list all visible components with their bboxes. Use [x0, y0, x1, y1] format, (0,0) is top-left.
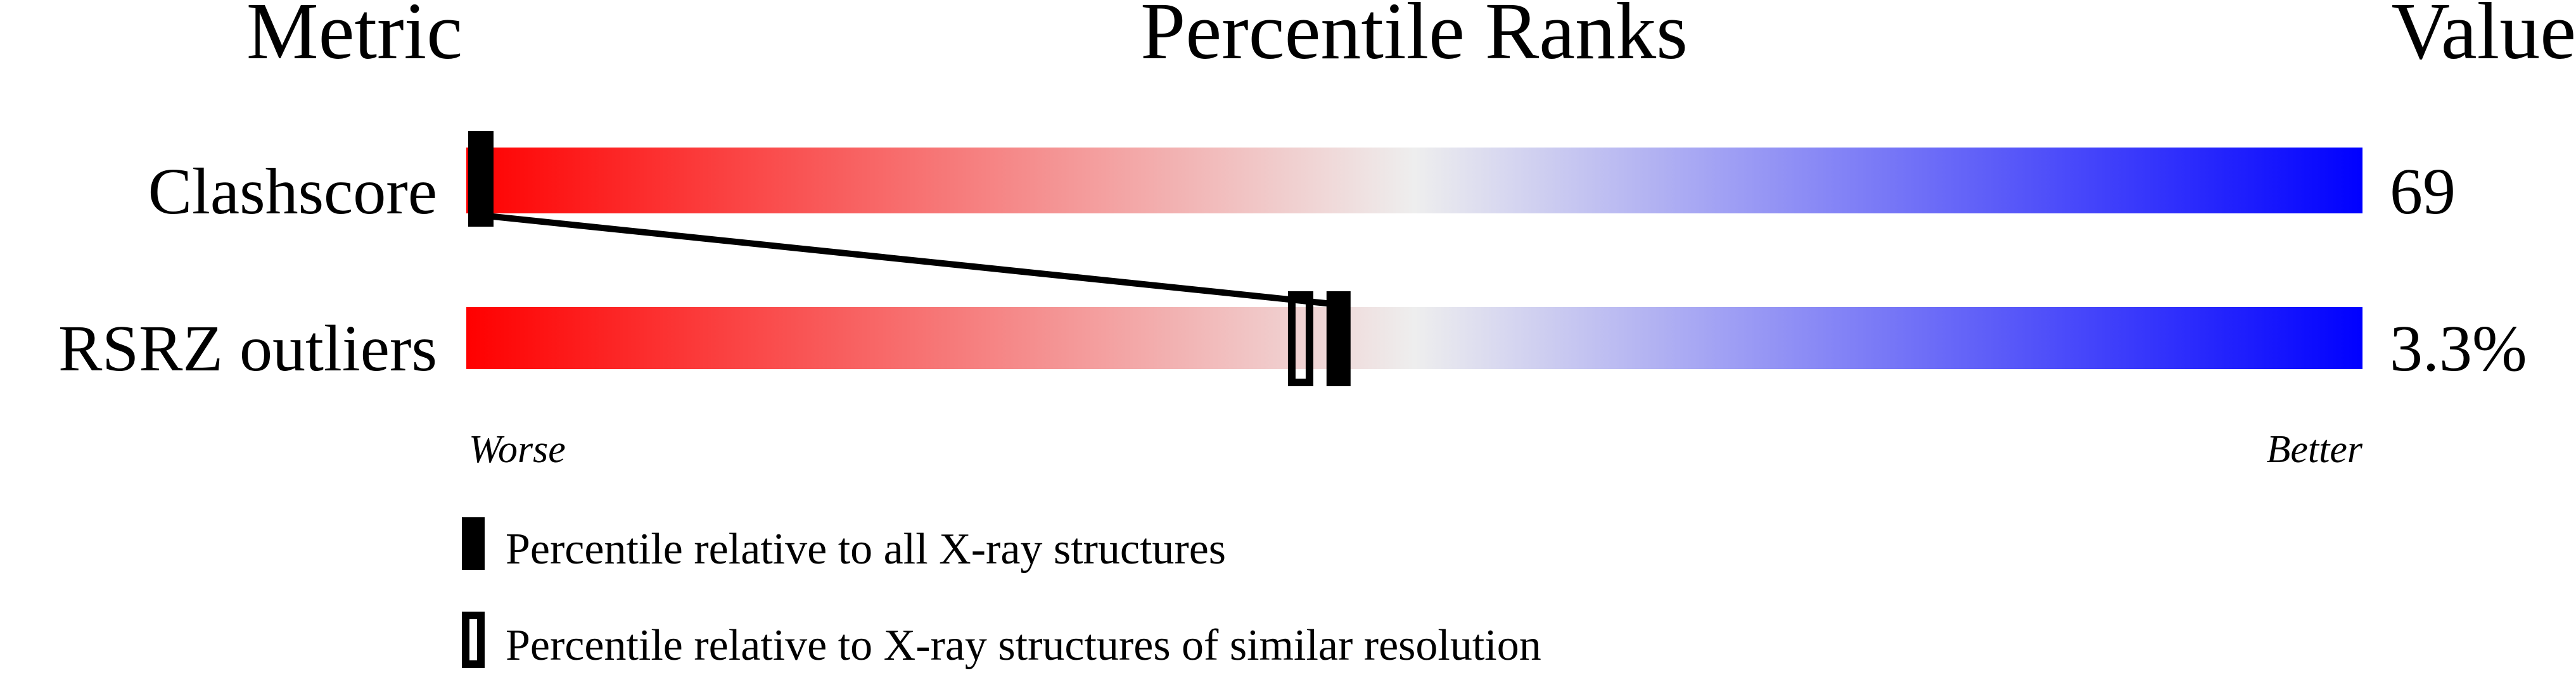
value-clashscore: 69	[2390, 155, 2456, 228]
header-percentile-ranks: Percentile Ranks	[1140, 0, 1688, 76]
bar-clashscore	[466, 148, 2362, 213]
legend-label-similar: Percentile relative to X-ray structures …	[506, 621, 1541, 670]
legend-label-all: Percentile relative to all X-ray structu…	[506, 525, 1226, 574]
row-label-clashscore: Clashscore	[148, 155, 437, 228]
connector-line	[480, 212, 1333, 307]
axis-label-worse: Worse	[469, 428, 566, 471]
value-rsrz-outliers: 3.3%	[2390, 312, 2527, 385]
marker-similar-0	[468, 131, 494, 227]
header-value: Value	[2392, 0, 2576, 76]
axis-label-better: Better	[2267, 428, 2363, 471]
row-label-rsrz-outliers: RSRZ outliers	[58, 312, 437, 385]
bar-rsrz-outliers	[466, 307, 2362, 369]
legend-open-marker	[462, 612, 485, 668]
header-metric: Metric	[246, 0, 462, 76]
marker-similar-1	[1287, 291, 1313, 386]
legend-filled-marker	[462, 517, 485, 570]
marker-all-1	[1326, 291, 1351, 386]
